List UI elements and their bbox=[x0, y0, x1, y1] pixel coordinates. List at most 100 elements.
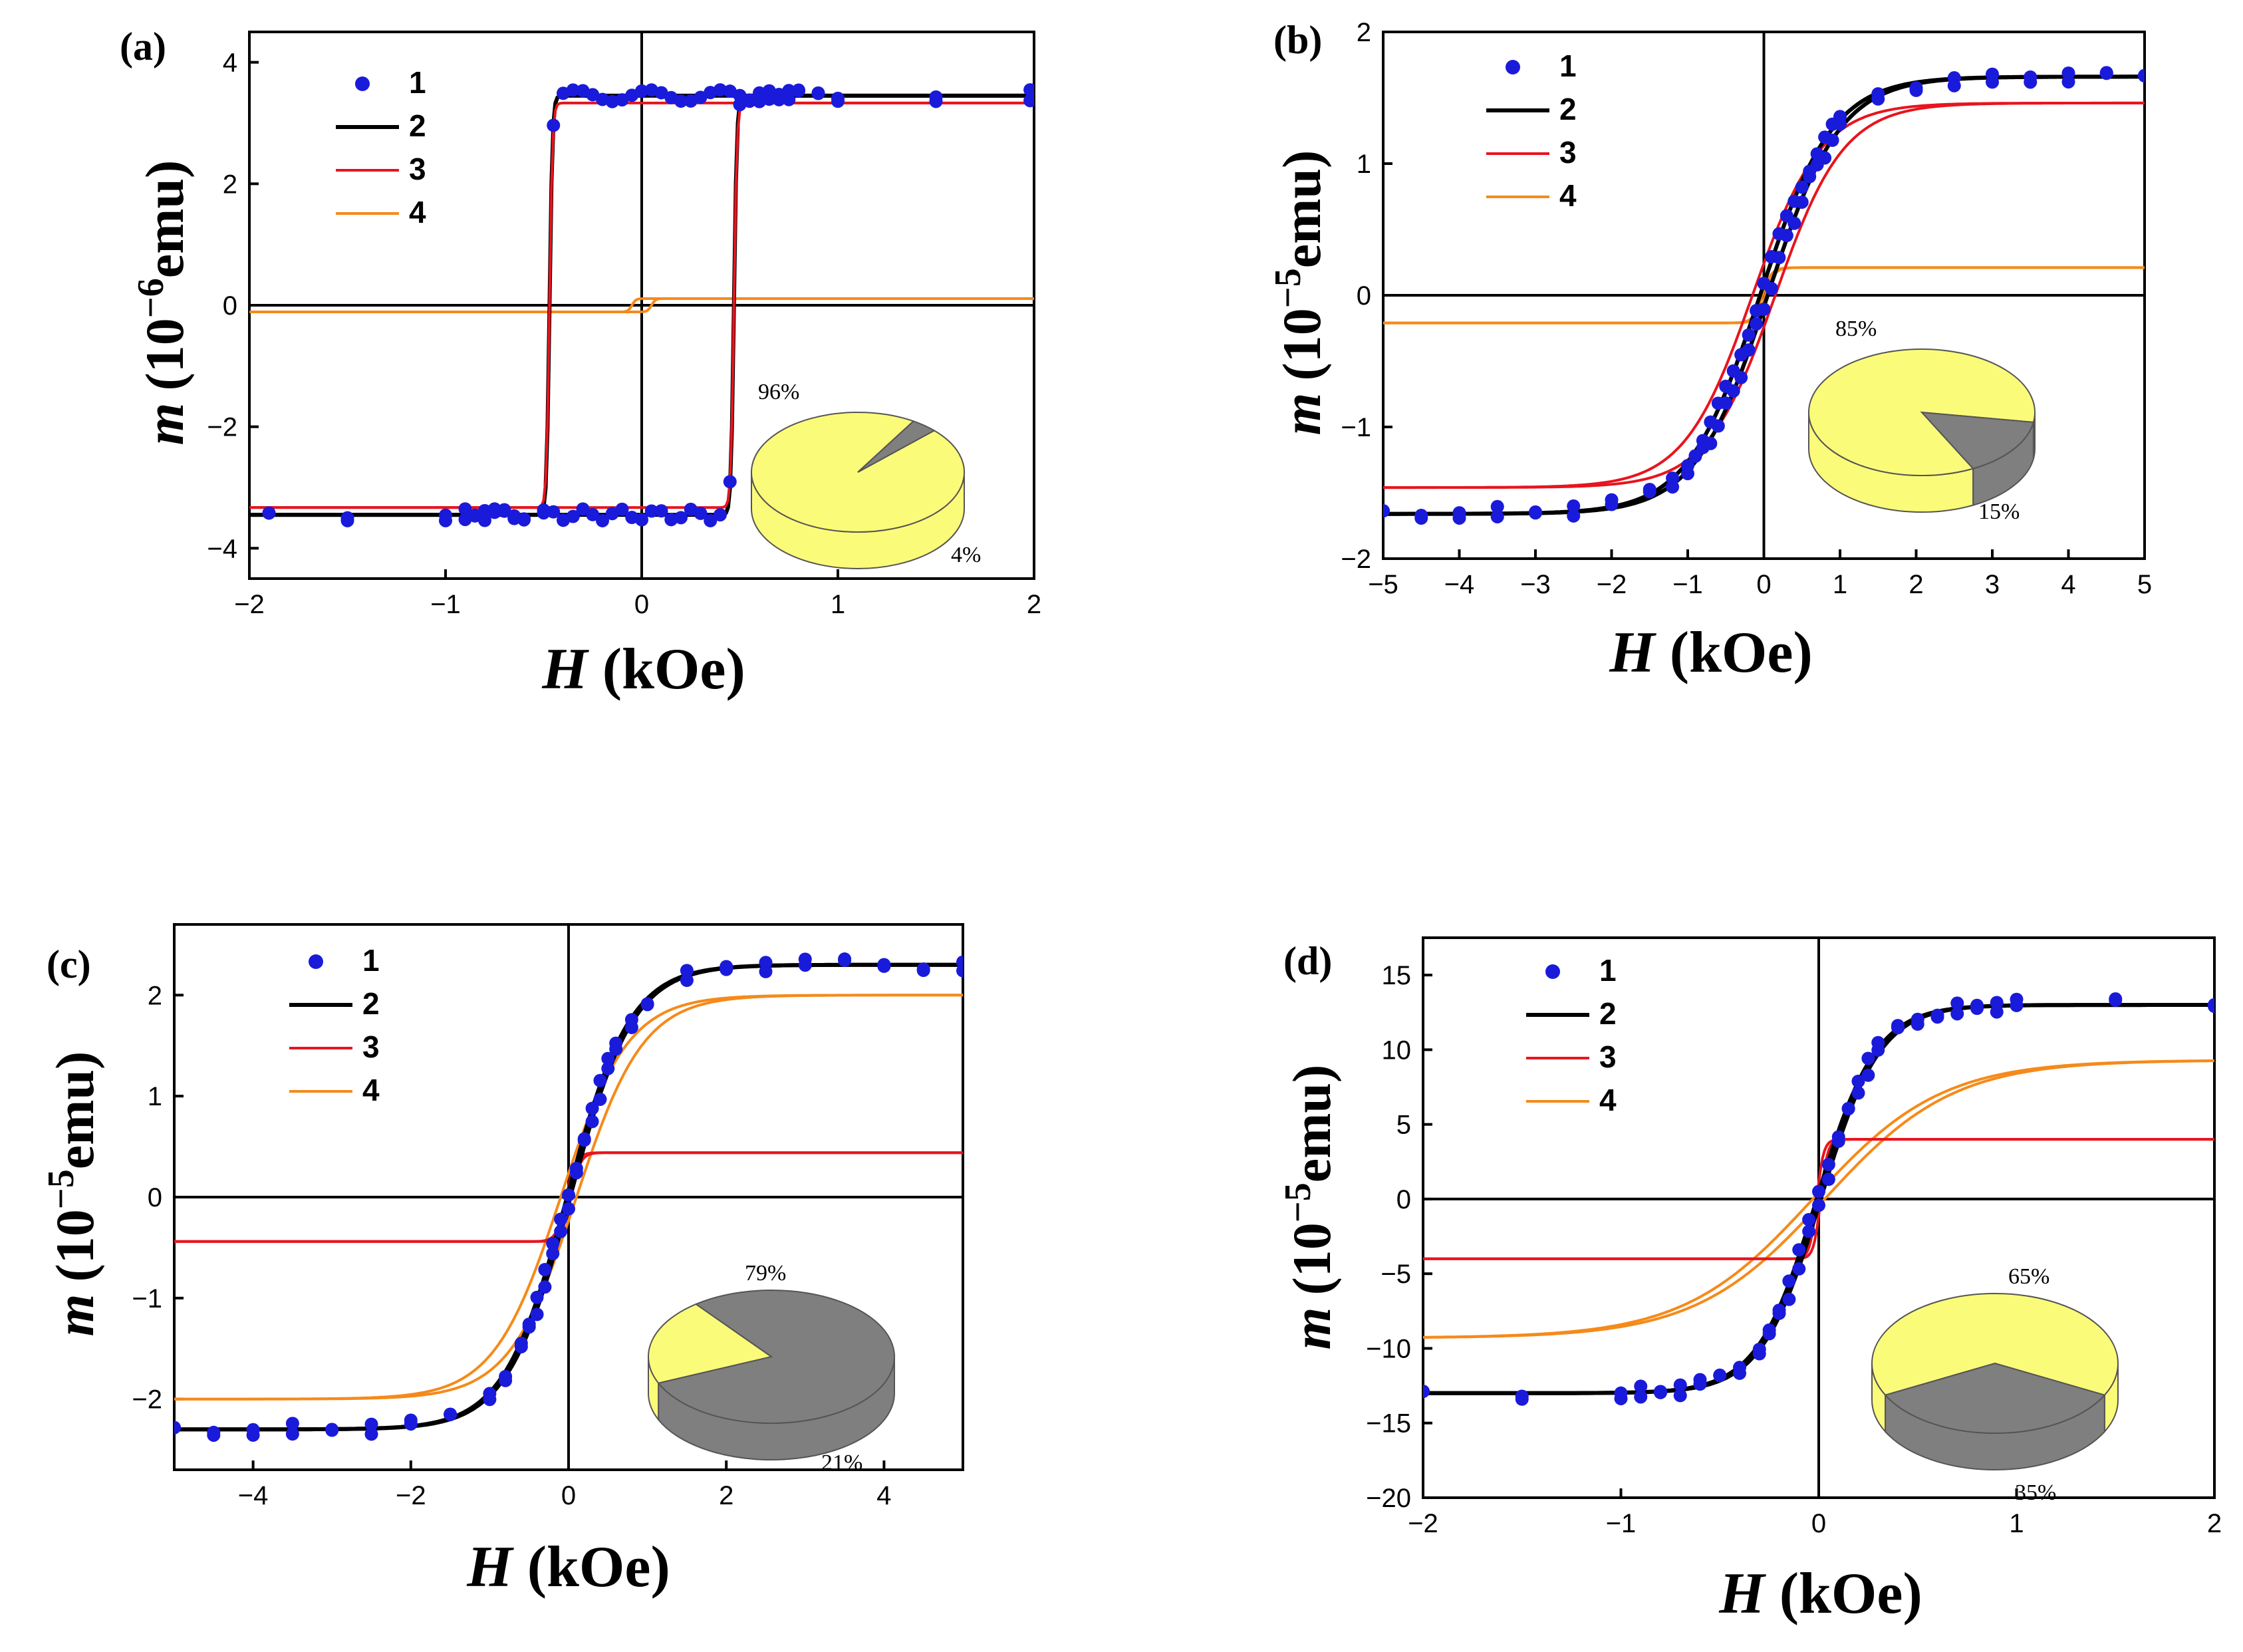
y-axis-var: m bbox=[1271, 393, 1332, 436]
y-tick-label: 0 bbox=[148, 1183, 162, 1212]
series-1-point bbox=[458, 502, 472, 516]
series-1-point bbox=[1383, 504, 1390, 518]
series-1-point bbox=[759, 964, 773, 978]
series-1-point bbox=[615, 502, 629, 516]
legend-label-1: 1 bbox=[409, 65, 426, 100]
legend-marker-1 bbox=[1506, 60, 1520, 74]
series-1-point bbox=[680, 964, 694, 978]
y-tick-label: 5 bbox=[1396, 1111, 1411, 1140]
series-1-point bbox=[1704, 436, 1718, 450]
pie-label-yellow: 65% bbox=[2008, 1264, 2049, 1289]
series-1-point bbox=[593, 1092, 607, 1106]
series-1-point bbox=[640, 997, 654, 1011]
series-1-point bbox=[1634, 1379, 1648, 1393]
legend-label-2: 2 bbox=[362, 986, 380, 1021]
panel-label: (d) bbox=[1283, 939, 1332, 983]
series-1-point bbox=[624, 1013, 638, 1027]
series-1-point bbox=[929, 94, 943, 108]
series-1-point bbox=[499, 1369, 513, 1383]
series-1-point bbox=[246, 1428, 260, 1442]
legend-label-3: 3 bbox=[409, 152, 426, 186]
series-1-point bbox=[1023, 94, 1034, 108]
series-1-point bbox=[1818, 151, 1832, 165]
y-tick-label: −20 bbox=[1366, 1484, 1411, 1513]
series-1-point bbox=[605, 94, 619, 108]
y-axis-tail: emu) bbox=[134, 160, 195, 279]
y-tick-label: −2 bbox=[207, 413, 237, 442]
series-1-point bbox=[1891, 1019, 1905, 1033]
series-1-point bbox=[723, 475, 737, 489]
pie-label-yellow: 96% bbox=[758, 380, 799, 404]
x-tick-label: −2 bbox=[1408, 1509, 1438, 1538]
series-1-point bbox=[174, 1421, 181, 1435]
x-axis-title: H (kOe) bbox=[541, 637, 745, 702]
plot-layer: −5 −4 −3 −2 −1 0 1 2 3 4 5 −2 −1 0 1 2 bbox=[1341, 18, 2152, 599]
y-axis-title: m (10−5emu) bbox=[1277, 1065, 1342, 1350]
series-1-point bbox=[1681, 459, 1694, 473]
series-1-point bbox=[562, 1202, 575, 1216]
x-tick-label: 3 bbox=[1985, 570, 2000, 599]
series-1-point bbox=[674, 511, 688, 525]
y-axis-unit: (10 bbox=[1271, 308, 1332, 380]
x-tick-label: 5 bbox=[2137, 570, 2152, 599]
series-1-point bbox=[478, 513, 491, 527]
series-1-point bbox=[554, 1212, 568, 1226]
pie-slice-yellow bbox=[1871, 1293, 2119, 1396]
pie-slice-gray bbox=[1920, 411, 2035, 470]
series-1-point bbox=[562, 1188, 575, 1202]
series-1-point bbox=[654, 86, 668, 100]
series-1-point bbox=[1726, 384, 1740, 398]
series-1-point bbox=[782, 84, 796, 98]
series-1-point bbox=[714, 83, 727, 97]
series-1-point bbox=[1673, 1389, 1687, 1403]
y-tick-label: 2 bbox=[223, 170, 237, 199]
x-tick-label: 2 bbox=[1909, 570, 1923, 599]
legend-label-3: 3 bbox=[1559, 135, 1577, 170]
panel-label: (a) bbox=[120, 25, 166, 69]
legend-marker-1 bbox=[1545, 964, 1560, 979]
y-tick-label: −4 bbox=[207, 534, 237, 563]
series-1-point bbox=[1772, 1304, 1786, 1317]
series-1-point bbox=[538, 1280, 552, 1294]
x-tick-label: −1 bbox=[1606, 1509, 1637, 1538]
y-axis-var: m bbox=[1281, 1308, 1342, 1350]
x-axis-title: H (kOe) bbox=[1609, 620, 1813, 685]
x-axis-unit: (kOe) bbox=[1765, 1562, 1922, 1626]
series-1-point bbox=[1990, 1005, 2004, 1019]
series-1-point bbox=[1795, 180, 1809, 194]
series-1-point bbox=[1762, 1327, 1776, 1341]
x-tick-label: 2 bbox=[1027, 590, 1041, 619]
x-axis-title: H (kOe) bbox=[466, 1535, 670, 1599]
series-1-point bbox=[877, 958, 891, 972]
series-1-point bbox=[1825, 133, 1839, 147]
series-1-point bbox=[586, 507, 600, 521]
y-axis-unit: (10 bbox=[134, 318, 195, 390]
legend-label-2: 2 bbox=[409, 108, 426, 143]
pie-chart: 85% 15% bbox=[1808, 317, 2036, 524]
x-axis-unit: (kOe) bbox=[1655, 620, 1813, 685]
legend-label-4: 4 bbox=[362, 1073, 380, 1107]
series-1-point bbox=[1673, 1378, 1687, 1392]
series-1-point bbox=[566, 509, 580, 523]
x-tick-label: −1 bbox=[1672, 570, 1703, 599]
series-1-point bbox=[593, 1073, 607, 1087]
series-1-point bbox=[596, 513, 609, 527]
series-1-point bbox=[585, 1115, 599, 1129]
y-tick-label: 0 bbox=[1357, 281, 1371, 311]
legend-label-2: 2 bbox=[1599, 996, 1617, 1031]
y-axis-tail: emu) bbox=[1281, 1065, 1342, 1183]
pie-label-gray: 35% bbox=[2015, 1480, 2056, 1505]
series-1-point bbox=[916, 962, 930, 976]
series-1-point bbox=[1734, 370, 1748, 384]
series-1-point bbox=[1831, 1130, 1845, 1144]
series-1-point bbox=[1567, 509, 1581, 523]
series-1-point bbox=[1023, 83, 1034, 97]
pie-label-yellow: 85% bbox=[1835, 317, 1877, 341]
series-1-point bbox=[364, 1427, 378, 1441]
series-1-point bbox=[1780, 229, 1793, 243]
series-1-point bbox=[554, 1224, 568, 1238]
series-1-point bbox=[1795, 195, 1809, 209]
legend: 1 2 3 4 bbox=[1526, 953, 1617, 1117]
